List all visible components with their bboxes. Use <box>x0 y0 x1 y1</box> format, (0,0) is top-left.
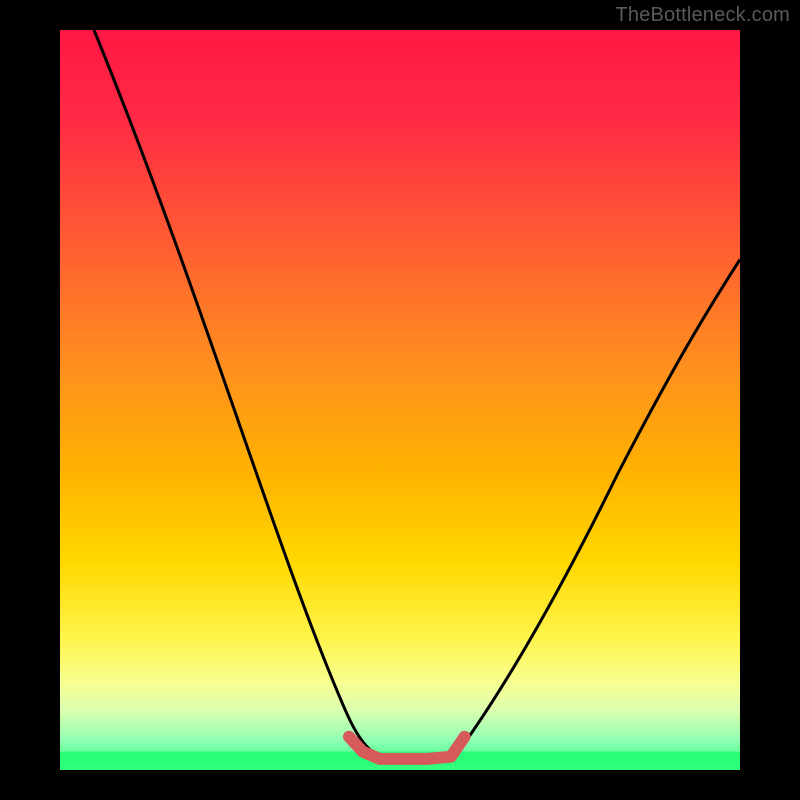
watermark-text: TheBottleneck.com <box>615 4 790 27</box>
plot-gradient-area <box>60 30 740 770</box>
bottleneck-chart <box>0 0 800 800</box>
